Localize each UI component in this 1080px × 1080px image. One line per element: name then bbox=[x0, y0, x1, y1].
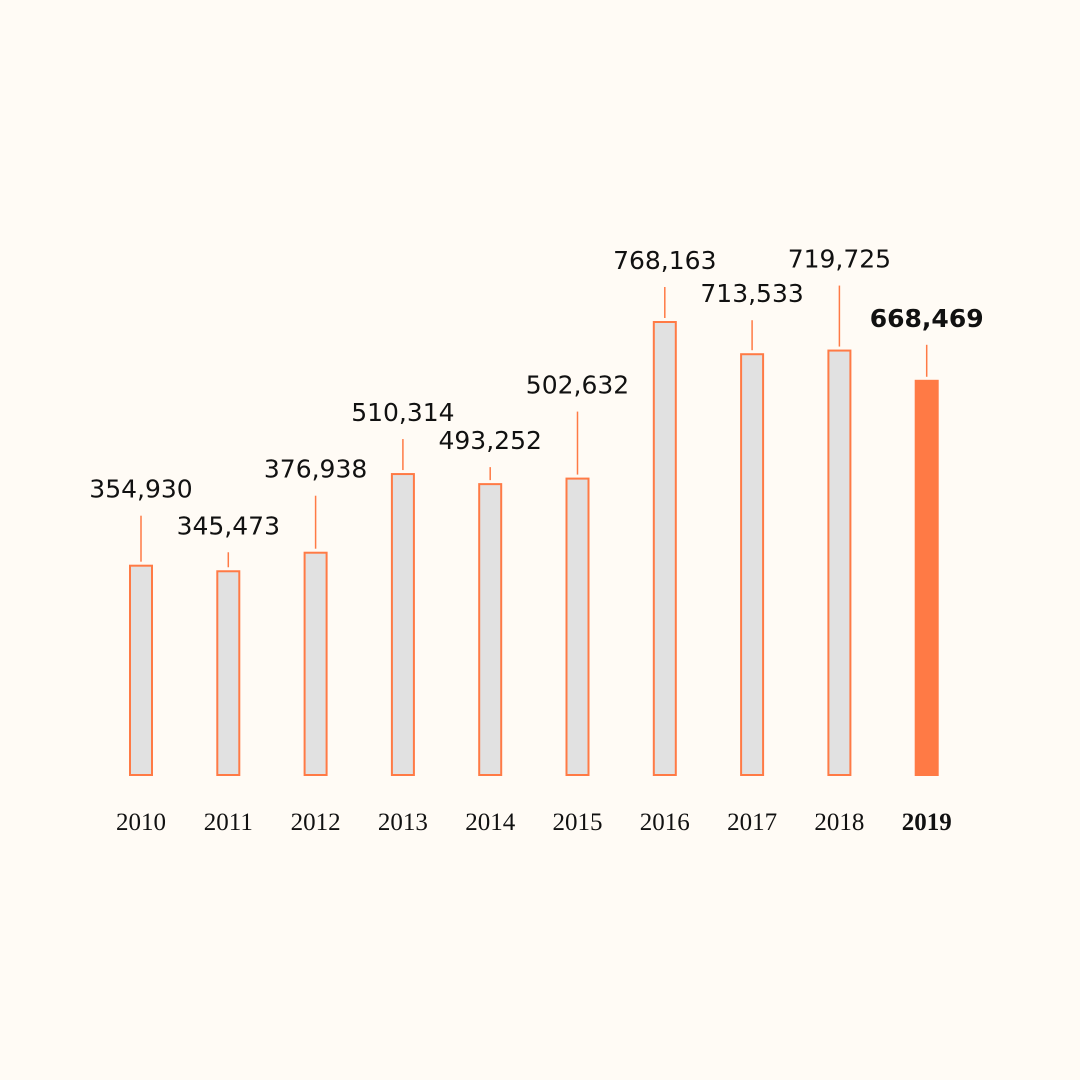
bar-2016 bbox=[652, 321, 677, 776]
bar-2010 bbox=[129, 564, 153, 776]
value-label-2019: 668,469 bbox=[870, 304, 984, 333]
value-label-2011: 345,473 bbox=[177, 511, 280, 540]
value-label-2017: 713,533 bbox=[700, 279, 803, 308]
value-label-2015: 502,632 bbox=[526, 371, 629, 400]
bar-2018 bbox=[827, 349, 852, 776]
x-tick-label-2015: 2015 bbox=[553, 809, 603, 836]
value-label-2018: 719,725 bbox=[788, 245, 891, 274]
bar-2014 bbox=[478, 483, 503, 776]
x-tick-label-2013: 2013 bbox=[378, 809, 428, 836]
value-label-2010: 354,930 bbox=[89, 475, 192, 504]
bar-2019 bbox=[914, 379, 939, 776]
bar-2011 bbox=[216, 570, 241, 776]
value-label-2014: 493,252 bbox=[439, 426, 542, 455]
x-tick-label-2012: 2012 bbox=[291, 809, 341, 836]
value-label-2016: 768,163 bbox=[613, 246, 716, 275]
x-tick-label-2011: 2011 bbox=[204, 809, 253, 836]
value-label-2013: 510,314 bbox=[351, 398, 454, 427]
x-tick-label-2010: 2010 bbox=[116, 809, 166, 836]
x-tick-label-2017: 2017 bbox=[727, 809, 777, 836]
x-tick-label-2018: 2018 bbox=[814, 809, 864, 836]
x-tick-label-2019: 2019 bbox=[902, 809, 952, 836]
bar-2017 bbox=[740, 353, 765, 776]
bar-2013 bbox=[390, 473, 415, 776]
x-tick-label-2014: 2014 bbox=[465, 809, 516, 836]
bar-2012 bbox=[303, 551, 328, 776]
x-tick-label-2016: 2016 bbox=[640, 809, 690, 836]
value-label-2012: 376,938 bbox=[264, 455, 367, 484]
bar-2015 bbox=[565, 477, 590, 776]
